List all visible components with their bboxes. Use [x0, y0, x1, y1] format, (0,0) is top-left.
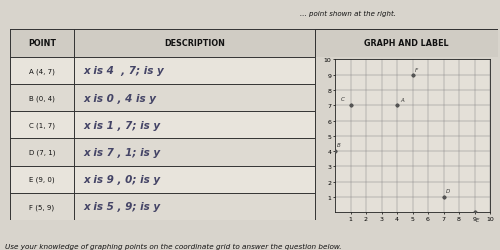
Text: F (5, 9): F (5, 9) — [30, 203, 54, 210]
Text: x is 0 , 4 is y: x is 0 , 4 is y — [83, 93, 156, 103]
Text: x is 9 , 0; is y: x is 9 , 0; is y — [83, 174, 160, 184]
Bar — [10, 193, 315, 220]
Bar — [10, 139, 315, 166]
Text: DESCRIPTION: DESCRIPTION — [164, 39, 225, 48]
Text: x is 1 , 7; is y: x is 1 , 7; is y — [83, 120, 160, 130]
Bar — [10, 84, 315, 112]
Text: ... point shown at the right.: ... point shown at the right. — [300, 11, 396, 17]
Text: B: B — [336, 143, 340, 148]
Text: B (0, 4): B (0, 4) — [29, 95, 55, 102]
Text: x is 7 , 1; is y: x is 7 , 1; is y — [83, 147, 160, 157]
Text: D: D — [446, 188, 450, 194]
Text: POINT: POINT — [28, 39, 56, 48]
Text: E (9, 0): E (9, 0) — [29, 176, 55, 182]
Bar — [10, 58, 315, 84]
Text: A: A — [400, 98, 404, 103]
Text: D (7, 1): D (7, 1) — [29, 149, 56, 156]
Bar — [10, 166, 315, 193]
Text: Use your knowledge of graphing points on the coordinate grid to answer the quest: Use your knowledge of graphing points on… — [5, 243, 342, 249]
Text: GRAPH AND LABEL: GRAPH AND LABEL — [364, 39, 448, 48]
Text: C (1, 7): C (1, 7) — [29, 122, 55, 128]
Text: E: E — [476, 217, 480, 222]
Text: F: F — [415, 67, 418, 72]
Bar — [10, 30, 315, 58]
Text: A (4, 7): A (4, 7) — [29, 68, 55, 74]
Text: x is 5 , 9; is y: x is 5 , 9; is y — [83, 202, 160, 211]
Text: C: C — [341, 97, 345, 102]
Bar — [10, 112, 315, 139]
Text: x is 4  , 7; is y: x is 4 , 7; is y — [83, 66, 164, 76]
